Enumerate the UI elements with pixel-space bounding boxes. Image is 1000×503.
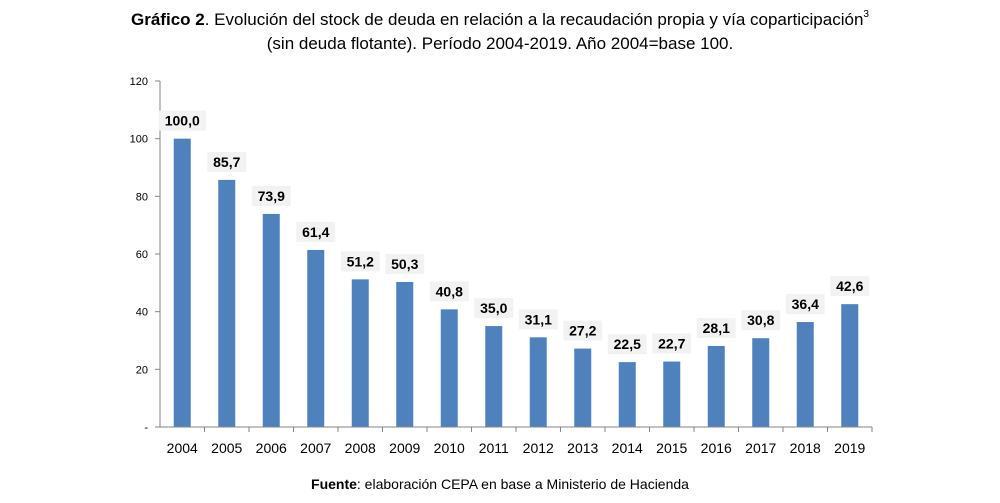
bar <box>396 281 414 427</box>
data-label: 100,0 <box>165 113 200 129</box>
y-tick-label: 60 <box>136 249 148 261</box>
x-tick-label: 2010 <box>434 440 465 456</box>
source-text: : elaboración CEPA en base a Ministerio … <box>356 476 689 492</box>
bar <box>618 362 636 427</box>
y-tick-label: 20 <box>136 364 148 376</box>
data-label: 35,0 <box>480 300 507 316</box>
x-tick-label: 2012 <box>523 440 554 456</box>
bars <box>173 138 859 427</box>
data-label-background <box>296 221 336 242</box>
chart-title-line-2: (sin deuda flotante). Período 2004-2019.… <box>266 34 734 53</box>
data-label: 31,1 <box>525 311 552 327</box>
x-tick-label: 2006 <box>256 440 287 456</box>
x-tick-label: 2004 <box>167 440 198 456</box>
x-tick-label: 2016 <box>701 440 732 456</box>
bar <box>440 309 458 427</box>
x-tick-label: 2011 <box>479 440 509 456</box>
chart-title-text: . Evolución del stock de deuda en relaci… <box>204 10 864 29</box>
x-tick-label: 2019 <box>834 440 865 456</box>
bar-chart: - 20 40 60 80 100 120 100,0 85,7 73,9 61,4 51,2 50,… <box>130 76 873 456</box>
y-tick-label: 100 <box>130 134 148 146</box>
data-label-background <box>518 309 558 330</box>
data-label-background <box>158 110 206 131</box>
source-label: Fuente <box>311 476 357 492</box>
data-label-background <box>385 253 425 274</box>
chart-title: Gráfico 2. Evolución del stock de deuda … <box>0 8 1000 56</box>
data-label-background <box>652 333 692 354</box>
data-label: 51,2 <box>347 253 374 269</box>
footnote-superscript: 3 <box>863 9 869 20</box>
data-label: 30,8 <box>747 312 774 328</box>
data-label: 22,5 <box>614 336 641 352</box>
x-tick-label: 2014 <box>612 440 643 456</box>
y-tick-label: 120 <box>130 76 148 88</box>
data-label-background <box>785 294 825 315</box>
y-tick-label: 40 <box>136 307 148 319</box>
chart-title-line-1: Gráfico 2. Evolución del stock de deuda … <box>0 8 1000 32</box>
data-label-background <box>830 276 870 297</box>
data-label: 27,2 <box>569 323 596 339</box>
data-label: 42,6 <box>836 278 863 294</box>
bar <box>351 279 369 427</box>
bar <box>218 179 236 427</box>
x-tick-label: 2009 <box>389 440 420 456</box>
bar <box>841 304 859 427</box>
bar <box>529 337 547 427</box>
data-label: 28,1 <box>703 320 730 336</box>
data-label: 22,7 <box>658 336 685 352</box>
y-tick-label: - <box>144 422 148 434</box>
x-tick-label: 2005 <box>211 440 242 456</box>
data-label: 50,3 <box>391 256 418 272</box>
data-label-background <box>340 251 380 272</box>
bar <box>663 361 681 427</box>
bar <box>752 338 770 427</box>
source-note: Fuente: elaboración CEPA en base a Minis… <box>0 476 1000 492</box>
data-labels: 100,0 85,7 73,9 61,4 51,2 50,3 40,8 35,0 31,1 27,… <box>158 110 870 355</box>
x-tick-label: 2013 <box>567 440 598 456</box>
data-label-background <box>741 310 781 331</box>
x-tick-label: 2015 <box>656 440 687 456</box>
data-label-background <box>251 185 291 206</box>
chart-title-bold: Gráfico 2 <box>131 10 205 29</box>
bar <box>574 348 592 427</box>
bar <box>485 326 503 427</box>
x-axis: 2004 2005 2006 2007 2008 2009 2010 2011 2012 2013… <box>160 426 873 456</box>
bar <box>707 345 725 427</box>
bar <box>173 138 191 427</box>
bar <box>262 213 280 427</box>
bar <box>796 322 814 427</box>
data-label-background <box>696 317 736 338</box>
data-label-background <box>607 334 647 355</box>
data-label: 73,9 <box>258 188 285 204</box>
x-tick-label: 2007 <box>300 440 331 456</box>
data-label-background <box>563 320 603 341</box>
y-axis: - 20 40 60 80 100 120 <box>130 76 161 434</box>
x-tick-label: 2018 <box>790 440 821 456</box>
x-tick-label: 2017 <box>745 440 776 456</box>
data-label-background <box>207 151 247 172</box>
data-label: 36,4 <box>792 296 819 312</box>
data-label-background <box>429 281 469 302</box>
bar <box>307 249 325 427</box>
x-tick-label: 2008 <box>345 440 376 456</box>
data-label-background <box>474 298 514 319</box>
data-label: 61,4 <box>302 224 329 240</box>
data-label: 85,7 <box>213 154 240 170</box>
data-label: 40,8 <box>436 283 463 299</box>
y-tick-label: 80 <box>136 191 148 203</box>
